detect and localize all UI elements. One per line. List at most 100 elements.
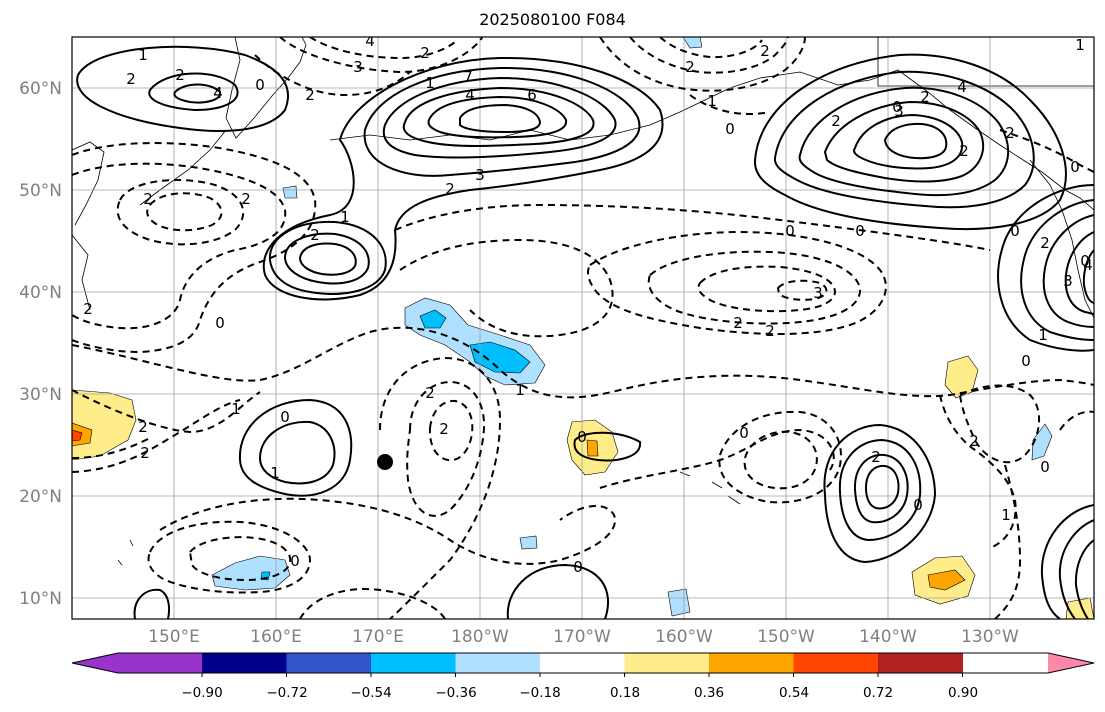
contour-label: 2 [439,420,449,438]
contour-label: 0 [1080,252,1090,270]
contour-positive-140w-4 [864,464,900,510]
contour-negative-wide-3 [72,399,241,473]
contour-label: 2 [420,44,430,62]
contour-positive-east-2 [1020,199,1094,341]
contour-positive-high-nw-1 [76,45,290,132]
contour-label: 6 [527,86,537,104]
contour-negative-wide-1 [72,326,1094,399]
contour-negative-mid-4 [147,520,312,594]
contour-label: 2 [241,190,251,208]
contour-label: 2 [445,180,455,198]
contour-positive-ak-high-3 [798,86,1010,197]
contour-label: 0 [725,120,735,138]
contour-label: 2 [126,70,136,88]
contour-negative-central-4 [647,250,862,325]
coast-asia-mainland [72,234,91,311]
contour-label: 2 [1040,234,1050,252]
contour-label: 2 [175,66,185,84]
colorbar-tick-label: −0.54 [350,685,391,701]
contour-positive-south-1 [506,563,610,619]
contour-label: 2 [969,432,979,450]
shade-positive-170w-core [586,439,599,457]
contour-negative-nw-2 [72,162,287,330]
contour-negative-top-7 [689,94,771,115]
contour-label: 2 [920,88,930,106]
colorbar-segment [118,653,202,673]
coast-kuril-islands [139,129,227,206]
lon-label: 170°W [553,627,611,647]
contour-label: 4 [465,86,475,104]
longitude-labels: 150°E 160°E 170°E 180°W 170°W 160°W 150°… [148,627,1019,647]
contour-label: 0 [1021,352,1031,370]
contour-label: 0 [280,408,290,426]
contour-positive-140w-1 [823,423,937,564]
contour-label: 2 [138,418,148,436]
contour-label: 3 [475,166,485,184]
contour-negative-mid-6 [188,536,292,582]
contour-label: 0 [1010,222,1020,240]
contour-label: 0 [892,98,902,116]
colorbar-outline [71,652,1095,674]
contour-label: 0 [739,424,749,442]
shade-positive-west-inner [72,429,83,442]
contour-negative-130w-1 [939,394,1017,549]
lon-label: 140°W [859,627,917,647]
contour-label: 2 [760,42,770,60]
contour-label: 2 [733,314,743,332]
contour-label: 0 [1070,158,1080,176]
contour-positive-north-5 [427,95,568,139]
shade-negative-small-b [519,535,538,550]
contour-negative-central-3 [586,230,887,335]
colorbar-tick-label: 0.90 [948,685,978,701]
map-title: 2025080100 F084 [479,10,626,29]
colorbar-extend-min [72,653,118,673]
contour-label: 0 [255,76,265,94]
colorbar-tick-label: 0.36 [694,685,724,701]
colorbar-tick-label: 0.54 [779,685,809,701]
lon-label: 150°W [757,627,815,647]
colorbar-segment [540,653,625,673]
contour-positive-ak-high-4 [823,100,985,183]
contour-negative-top-5 [629,37,789,74]
colorbar-tick-label: −0.18 [519,685,560,701]
shade-negative-small-a [282,185,298,199]
lon-label: 170°E [352,627,404,647]
contour-label: 4 [1083,256,1093,274]
contour-label: 0 [785,222,795,240]
colorbar-segment [709,653,794,673]
contour-label: 2 [765,322,775,340]
contour-negative-mid-5 [159,497,617,565]
coast-alaska [729,69,1094,211]
contour-label: 3 [813,284,823,302]
lon-label: 160°E [250,627,302,647]
contour-negative-top-6 [659,37,763,59]
contour-negative-155w-2 [743,430,818,490]
coastline-layer [72,37,1094,566]
contour-negative-nw-3 [116,179,245,246]
shade-negative-160e [211,555,291,591]
contour-label: 0 [913,496,923,514]
colorbar-segment [878,653,963,673]
contour-label: 1 [707,92,717,110]
contour-positive-se-2 [1058,519,1094,619]
colorbar-tick-label: −0.72 [266,685,307,701]
contour-label: 1 [515,381,525,399]
contour-negative-wide-4 [72,437,151,459]
contour-positive-high-nw-3 [173,83,222,104]
contour-label: 0 [1040,458,1050,476]
contour-label: 2 [143,190,153,208]
colorbar-segment [371,653,456,673]
contour-label: 1 [270,464,280,482]
contour-labels: 1 2 2 4 0 4 3 2 2 1 7 4 6 3 2 1 2 2 2 0 … [83,37,1093,576]
contour-negative-top-3 [254,54,411,97]
contour-positive-north-2 [363,66,641,177]
lon-label: 180°W [451,627,509,647]
contour-label: 1 [1038,326,1048,344]
contour-negative-mid-2 [406,380,486,517]
coast-hawaii [679,471,741,505]
contour-label: 3 [353,58,363,76]
contour-label: 0 [215,314,225,332]
contour-label: 1 [425,74,435,92]
coast-island-20n [117,539,134,566]
lat-label: 30°N [19,385,62,405]
